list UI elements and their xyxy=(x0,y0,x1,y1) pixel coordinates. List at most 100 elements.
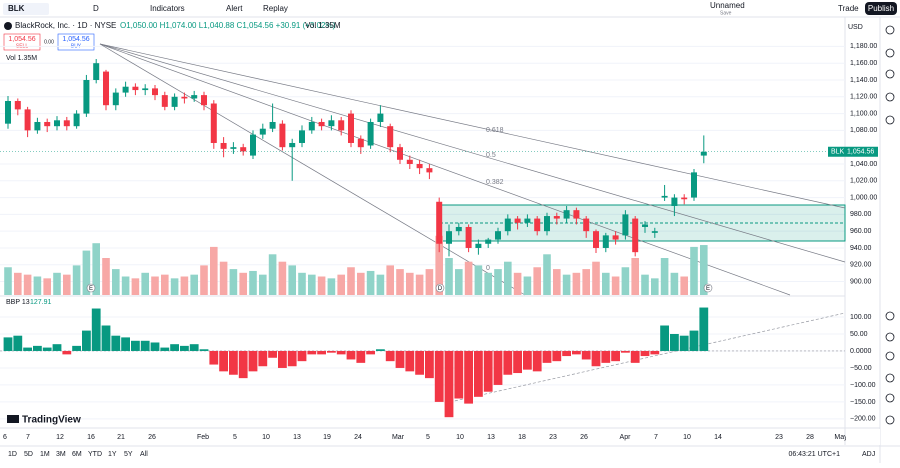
volume-bar xyxy=(700,245,708,295)
volume-bar xyxy=(63,274,71,295)
sidebar-icon[interactable] xyxy=(885,69,895,79)
publish-button[interactable] xyxy=(865,2,897,15)
range-button[interactable]: 1D xyxy=(8,451,17,458)
volume-bar xyxy=(161,274,169,295)
bbp-bar xyxy=(532,350,542,372)
candle-body xyxy=(377,113,384,122)
volume-bar xyxy=(631,258,639,295)
volume-bar xyxy=(229,269,238,295)
candle-body xyxy=(308,121,315,131)
sidebar-icon[interactable] xyxy=(885,373,895,383)
candle-body xyxy=(122,86,129,93)
bbp-bar xyxy=(248,350,258,372)
bbp-bar xyxy=(562,350,571,357)
interval[interactable]: D xyxy=(93,4,99,13)
volume-bar xyxy=(464,261,473,295)
candle-body xyxy=(642,224,648,227)
bbp-bar xyxy=(111,335,121,351)
time-tick-label: 5 xyxy=(426,434,430,441)
bbp-bar xyxy=(121,337,130,351)
bbp-bar xyxy=(542,350,552,363)
candle-body xyxy=(455,226,462,232)
volume-bar xyxy=(357,272,365,295)
save-label[interactable]: Save xyxy=(720,10,732,16)
range-button[interactable]: All xyxy=(140,451,148,458)
price-tag xyxy=(828,146,878,157)
price-tick-label: 1,160.00 xyxy=(850,60,877,67)
fan-line xyxy=(99,43,846,209)
bbp-bar xyxy=(199,349,209,351)
volume-bar xyxy=(660,258,669,295)
alert-button[interactable]: Alert xyxy=(226,4,243,13)
bbp-bar xyxy=(278,350,287,368)
volume-bar xyxy=(219,261,228,295)
candle-body xyxy=(367,121,374,146)
sidebar-icon[interactable] xyxy=(885,25,895,35)
candle-body xyxy=(485,239,492,244)
sidebar-icon[interactable] xyxy=(885,415,895,425)
volume-bar xyxy=(298,272,306,295)
candle-body xyxy=(436,201,443,244)
candle-body xyxy=(132,86,139,91)
symbol[interactable]: BLK xyxy=(8,4,25,13)
range-button[interactable]: 6M xyxy=(72,451,82,458)
volume-bar xyxy=(582,269,590,295)
price-tick-label: 1,080.00 xyxy=(850,127,877,134)
bbp-tick-label: −200.00 xyxy=(850,416,876,423)
time-tick-label: 14 xyxy=(714,434,722,441)
trend-line xyxy=(449,312,846,403)
layout-name[interactable]: Unnamed xyxy=(710,1,745,10)
volume-bar xyxy=(268,254,277,295)
price-tick-label: 1,120.00 xyxy=(850,94,877,101)
sidebar-icon[interactable] xyxy=(885,393,895,403)
sidebar-icon[interactable] xyxy=(885,48,895,58)
bbp-bar xyxy=(101,325,111,351)
volume-bar xyxy=(641,274,649,295)
bbp-bar xyxy=(601,350,611,363)
range-button[interactable]: 3M xyxy=(56,451,66,458)
candle-body xyxy=(622,214,629,236)
publish-label[interactable]: Publish xyxy=(868,4,894,13)
sidebar-icon[interactable] xyxy=(885,92,895,102)
volume-bar xyxy=(190,274,198,295)
range-button[interactable]: 5Y xyxy=(124,451,133,458)
sidebar-icon[interactable] xyxy=(885,332,895,342)
bbp-bar xyxy=(366,350,375,355)
bbp-bar xyxy=(346,350,356,360)
price-tick-label: 1,040.00 xyxy=(850,161,877,168)
time-tick-label: 7 xyxy=(654,434,658,441)
volume-bar xyxy=(406,272,414,295)
sidebar-icon[interactable] xyxy=(885,351,895,361)
range-button[interactable]: YTD xyxy=(88,451,102,458)
indicators-button[interactable]: Indicators xyxy=(150,4,185,13)
range-button[interactable]: 5D xyxy=(24,451,33,458)
range-button[interactable]: 1M xyxy=(40,451,50,458)
legend-title: BlackRock, Inc. · 1D · NYSE xyxy=(15,21,116,30)
price-tick-label: 1,100.00 xyxy=(850,110,877,117)
candle-body xyxy=(299,130,305,143)
volume-bar xyxy=(210,246,218,295)
volume-bar xyxy=(435,235,443,295)
candle-body xyxy=(112,92,119,106)
sidebar-icon[interactable] xyxy=(885,311,895,321)
bbp-bar xyxy=(581,350,591,360)
replay-button[interactable]: Replay xyxy=(263,4,288,13)
time-tick-label: 26 xyxy=(148,434,156,441)
candle-body xyxy=(210,103,217,143)
price-tick-label: 1,000.00 xyxy=(850,194,877,201)
sidebar-icon[interactable] xyxy=(885,115,895,125)
time-tick-label: 12 xyxy=(56,434,64,441)
bbp-tick-label: 100.00 xyxy=(850,314,872,321)
volume-bar xyxy=(611,276,620,295)
candle-body xyxy=(142,88,149,91)
bbp-bar xyxy=(415,350,424,375)
candle-body xyxy=(573,210,580,219)
event-marker xyxy=(435,283,445,293)
candle-body xyxy=(612,235,619,240)
candle-body xyxy=(73,113,80,127)
symbol-search[interactable] xyxy=(3,3,49,15)
range-button[interactable]: 1Y xyxy=(108,451,117,458)
bbp-bar xyxy=(699,307,709,351)
candle-body xyxy=(661,195,668,198)
trade-button[interactable]: Trade xyxy=(838,4,859,13)
